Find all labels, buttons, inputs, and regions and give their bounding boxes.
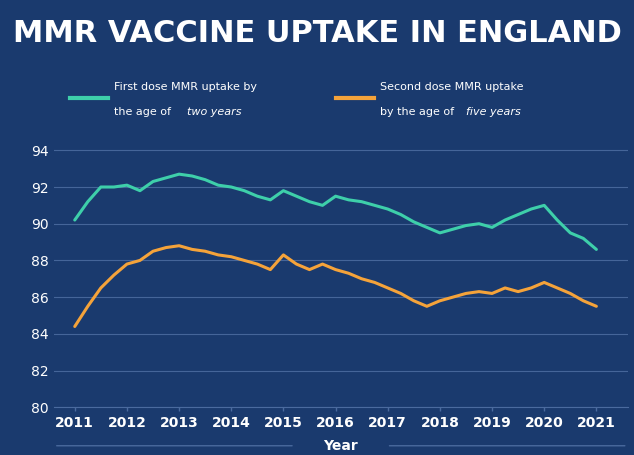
Text: by the age of: by the age of [380, 106, 458, 116]
Text: two years: two years [187, 106, 242, 116]
Text: MMR VACCINE UPTAKE IN ENGLAND: MMR VACCINE UPTAKE IN ENGLAND [13, 20, 621, 48]
Text: Year: Year [323, 439, 358, 453]
Text: the age of: the age of [114, 106, 174, 116]
Text: First dose MMR uptake by: First dose MMR uptake by [114, 82, 257, 92]
Text: Second dose MMR uptake: Second dose MMR uptake [380, 82, 524, 92]
Text: five years: five years [466, 106, 521, 116]
